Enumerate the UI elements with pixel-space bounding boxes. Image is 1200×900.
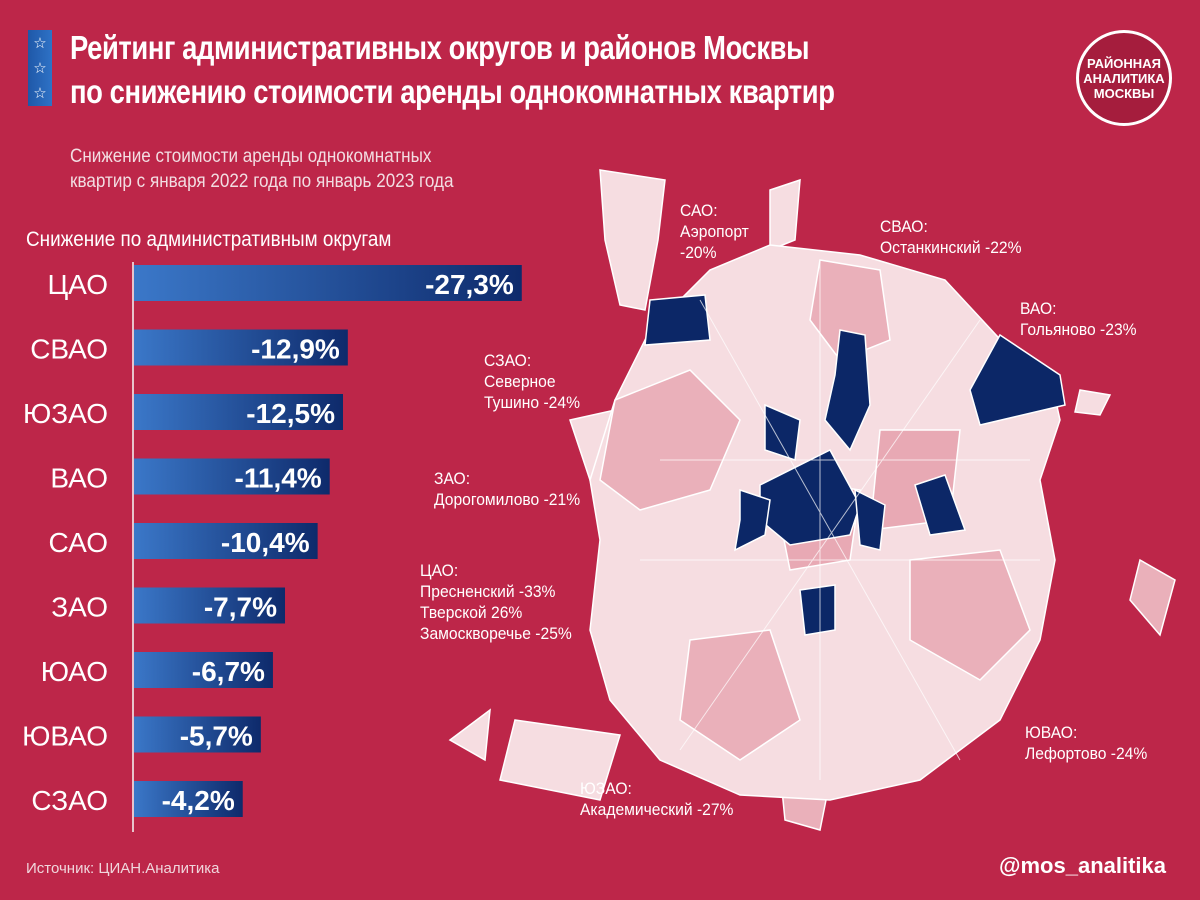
label-okrug: ЮВАО: — [1025, 723, 1078, 742]
map-region — [769, 178, 801, 252]
chart-title: Снижение по административным округам — [26, 228, 392, 251]
label-line: Академический -27% — [580, 800, 734, 819]
label-okrug: ВАО: — [1020, 299, 1057, 318]
label-line: Лефортово -24% — [1025, 744, 1148, 763]
bar-ВАО — [133, 458, 330, 495]
bar-ЮВАО — [133, 716, 261, 753]
category-label: ЮЗАО — [23, 398, 108, 429]
label-line: Аэропорт — [680, 222, 749, 241]
category-label: ЮАО — [41, 656, 108, 687]
map-label-yuvao: ЮВАО: Лефортово -24% — [1025, 722, 1147, 764]
data-label: -11,4% — [235, 463, 322, 494]
map-region — [599, 369, 741, 511]
data-label: -6,7% — [192, 656, 265, 687]
map-region — [448, 708, 491, 762]
district-lefortovo — [914, 474, 967, 536]
map-region — [599, 169, 666, 311]
data-label: -5,7% — [180, 721, 253, 752]
label-line: Пресненский -33% — [420, 582, 556, 601]
label-line: Тушино -24% — [484, 393, 580, 412]
district-golyanovo — [969, 333, 1066, 426]
label-okrug: СВАО: — [880, 217, 928, 236]
star-icon: ☆ — [33, 34, 47, 52]
category-label: САО — [49, 527, 108, 558]
map-region — [1129, 558, 1176, 637]
label-okrug: ЦАО: — [420, 561, 459, 580]
chart-axis — [132, 262, 134, 832]
bar-СВАО — [133, 329, 348, 366]
data-label: -27,3% — [425, 269, 514, 300]
bar-ЗАО — [133, 587, 286, 624]
category-label: ЦАО — [47, 269, 108, 300]
category-label: СВАО — [30, 334, 108, 365]
source-note: Источник: ЦИАН.Аналитика — [26, 860, 220, 877]
bar-ЮЗАО — [133, 394, 343, 430]
social-handle: @mos_analitika — [999, 853, 1166, 878]
district-akademichesky — [799, 584, 836, 636]
map-region — [499, 719, 621, 801]
category-label: ЗАО — [51, 592, 108, 623]
stars-badge: ☆ ☆ ☆ — [28, 30, 52, 106]
map-label-yuzao: ЮЗАО: Академический -27% — [580, 778, 733, 820]
map-label-sao: САО: Аэропорт -20% — [680, 200, 749, 263]
label-line: Останкинский -22% — [880, 238, 1022, 257]
map-label-vao: ВАО: Гольяново -23% — [1020, 298, 1137, 340]
map-region — [909, 549, 1031, 681]
logo: РАЙОННАЯ АНАЛИТИКА МОСКВЫ — [1076, 30, 1172, 126]
bar-ЦАО — [133, 265, 522, 301]
bar-САО — [133, 523, 318, 559]
data-label: -4,2% — [162, 785, 235, 816]
label-line: Тверской 26% — [420, 603, 523, 622]
data-label: -12,9% — [251, 334, 340, 365]
category-label: СЗАО — [31, 785, 108, 816]
star-icon: ☆ — [33, 59, 47, 77]
district-ostankinsky — [824, 329, 871, 452]
map-label-zao: ЗАО: Дорогомилово -21% — [434, 468, 580, 510]
data-label: -12,5% — [246, 398, 335, 429]
label-okrug: САО: — [680, 201, 718, 220]
data-label: -7,7% — [204, 592, 277, 623]
map-region — [679, 629, 801, 761]
title-line-2: по снижению стоимости аренды однокомнатн… — [70, 73, 835, 110]
label-line: -20% — [680, 243, 717, 262]
district-dorogomilovo — [734, 488, 771, 552]
label-okrug: ЗАО: — [434, 469, 471, 488]
label-okrug: ЮЗАО: — [580, 779, 632, 798]
moscow-map — [440, 160, 1200, 860]
label-line: Замоскворечье -25% — [420, 624, 572, 643]
star-icon: ☆ — [33, 85, 47, 103]
map-label-cao: ЦАО: Пресненский -33% Тверской 26% Замос… — [420, 560, 572, 644]
logo-text: РАЙОННАЯ — [1087, 55, 1161, 71]
label-okrug: СЗАО: — [484, 351, 532, 370]
logo-text: МОСКВЫ — [1093, 85, 1155, 101]
subtitle: Снижение стоимости аренды однокомнатных … — [70, 144, 453, 194]
district-aeroport — [644, 294, 711, 346]
bar-СЗАО — [133, 781, 243, 817]
bar-chart: ЦАО -27,3% СВАО -12,9% ЮЗАО -12,5% ВАО -11,4% СА… — [22, 265, 522, 817]
district-zamoskvorechye — [854, 488, 886, 551]
bar-ЮАО — [133, 652, 273, 688]
map-label-szao: СЗАО: Северное Тушино -24% — [484, 350, 580, 413]
title-line-1: Рейтинг административных округов и район… — [70, 29, 810, 66]
logo-text: АНАЛИТИКА — [1083, 70, 1165, 86]
subtitle-line-2: квартир с января 2022 года по январь 202… — [70, 171, 454, 192]
category-label: ЮВАО — [22, 721, 108, 752]
map-label-svao: СВАО: Останкинский -22% — [880, 216, 1022, 258]
page-title: Рейтинг административных округов и район… — [70, 26, 835, 114]
label-line: Северное — [484, 372, 556, 391]
label-line: Дорогомилово -21% — [434, 490, 581, 509]
subtitle-line-1: Снижение стоимости аренды однокомнатных — [70, 146, 432, 167]
label-line: Гольяново -23% — [1020, 320, 1137, 339]
map-region — [1074, 389, 1112, 416]
data-label: -10,4% — [221, 527, 310, 558]
category-label: ВАО — [50, 463, 108, 494]
